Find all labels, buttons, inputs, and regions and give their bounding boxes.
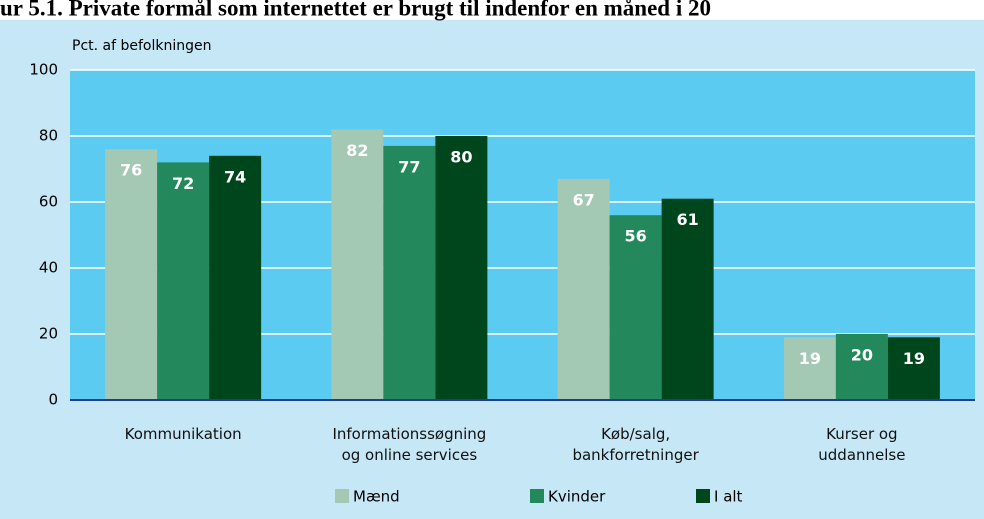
value-label: 56 xyxy=(624,227,646,246)
y-tick-label: 0 xyxy=(48,391,58,409)
bar xyxy=(331,129,384,400)
x-tick-label: Kurser og uddannelse xyxy=(818,425,906,464)
y-tick-label: 40 xyxy=(39,259,58,277)
value-label: 19 xyxy=(799,349,821,368)
bar xyxy=(435,136,488,400)
legend-label: Kvinder xyxy=(548,488,606,506)
legend-swatch xyxy=(335,489,349,503)
value-label: 67 xyxy=(572,190,594,209)
value-label: 61 xyxy=(676,210,698,229)
legend-label: I alt xyxy=(714,488,743,506)
bar xyxy=(835,334,888,400)
bar xyxy=(383,145,436,400)
value-label: 82 xyxy=(346,141,368,160)
y-tick-label: 80 xyxy=(39,127,58,145)
bar xyxy=(105,149,158,400)
x-tick-label: Kommunikation xyxy=(124,425,242,443)
chart-title: ur 5.1. Private formål som internettet e… xyxy=(0,0,711,20)
value-label: 80 xyxy=(450,148,472,167)
bar xyxy=(157,162,210,400)
value-label: 20 xyxy=(851,346,873,365)
y-tick-label: 100 xyxy=(29,61,58,79)
legend-swatch xyxy=(530,489,544,503)
y-tick-label: 20 xyxy=(39,325,58,343)
y-tick-label: 60 xyxy=(39,193,58,211)
legend-label: Mænd xyxy=(353,488,400,506)
value-label: 74 xyxy=(224,167,246,186)
value-label: 19 xyxy=(903,349,925,368)
value-label: 77 xyxy=(398,157,420,176)
legend-swatch xyxy=(696,489,710,503)
y-axis-label: Pct. af befolkningen xyxy=(72,38,212,54)
value-label: 76 xyxy=(120,161,142,180)
x-tick-label: Køb/salg, bankforretninger xyxy=(572,425,699,464)
bar xyxy=(557,178,610,400)
value-label: 72 xyxy=(172,174,194,193)
bar xyxy=(783,337,836,400)
bar xyxy=(609,215,662,400)
bar xyxy=(209,155,262,400)
bar xyxy=(887,337,940,400)
bar xyxy=(661,198,714,400)
x-tick-label: Informationssøgning og online services xyxy=(332,425,487,464)
